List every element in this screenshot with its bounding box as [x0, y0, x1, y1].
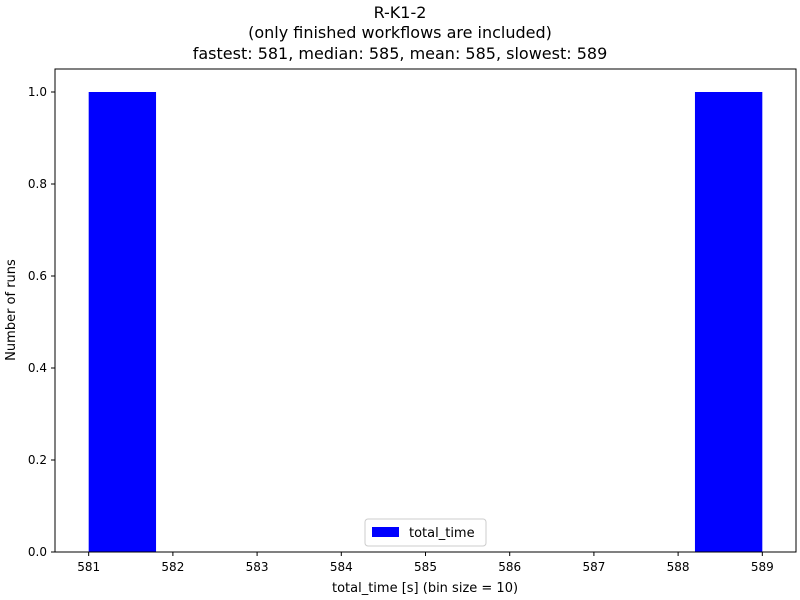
histogram-bar — [88, 92, 157, 552]
y-tick-label: 1.0 — [28, 85, 47, 99]
y-axis-label: Number of runs — [4, 259, 19, 361]
axes-frame — [54, 68, 797, 553]
y-tick-label: 0.0 — [28, 545, 47, 559]
chart-stats-line: fastest: 581, median: 585, mean: 585, sl… — [192, 44, 608, 63]
x-tick-label: 581 — [77, 560, 100, 574]
y-tick-label: 0.4 — [28, 361, 47, 375]
chart-subtitle: (only finished workflows are included) — [248, 23, 552, 42]
legend-swatch — [372, 527, 399, 537]
x-tick-label: 587 — [582, 560, 605, 574]
y-tick-label: 0.6 — [28, 269, 47, 283]
x-tick-label: 583 — [246, 560, 269, 574]
x-tick-label: 586 — [498, 560, 521, 574]
histogram-bar — [694, 92, 763, 552]
y-tick-label: 0.2 — [28, 453, 47, 467]
x-tick-label: 582 — [161, 560, 184, 574]
x-ticks: 581 582 583 584 585 586 587 588 589 — [77, 552, 774, 574]
legend-box — [364, 518, 487, 547]
y-ticks: 0.0 0.2 0.4 0.6 0.8 1.0 — [28, 85, 55, 559]
x-tick-label: 584 — [330, 560, 353, 574]
legend: total_time — [364, 518, 487, 547]
x-tick-label: 585 — [414, 560, 437, 574]
legend-label: total_time — [409, 526, 475, 541]
bars-layer — [88, 92, 763, 552]
y-tick-label: 0.8 — [28, 177, 47, 191]
x-axis-label: total_time [s] (bin size = 10) — [332, 581, 518, 596]
x-tick-label: 588 — [667, 560, 690, 574]
x-tick-label: 589 — [751, 560, 774, 574]
chart-title: R-K1-2 — [373, 3, 427, 22]
